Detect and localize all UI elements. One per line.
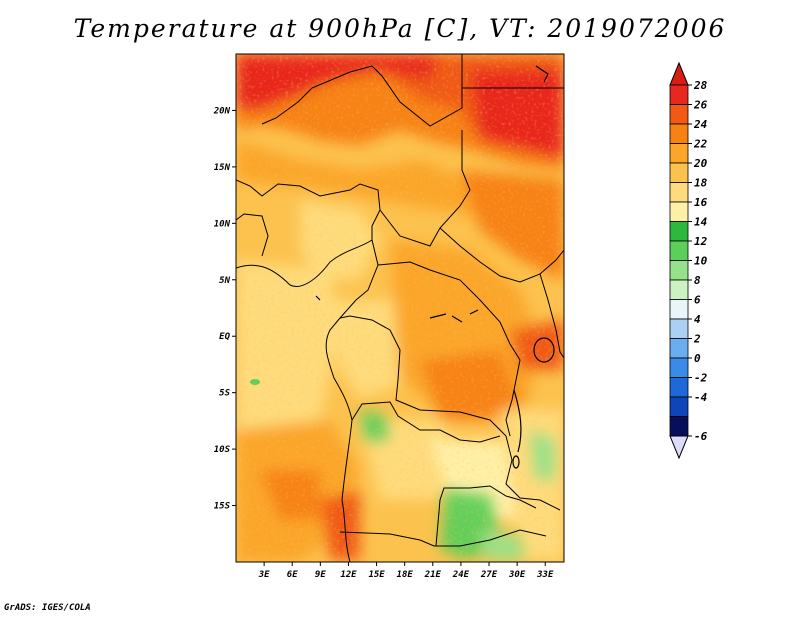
colorbar-label: -4 bbox=[694, 391, 708, 404]
colorbar-swatch bbox=[669, 377, 689, 398]
colorbar-swatch bbox=[669, 201, 689, 222]
colorbar-label: 26 bbox=[693, 99, 708, 112]
colorbar-label: -2 bbox=[694, 372, 708, 385]
longitude-axis: 3E 6E 9E 12E 15E 18E 21E 24E 27E 30E 33E bbox=[258, 562, 554, 580]
colorbar-swatch bbox=[669, 416, 689, 437]
lon-tick-label: 18E bbox=[397, 570, 414, 580]
colorbar-swatch bbox=[669, 299, 689, 320]
colorbar-bottom-arrow bbox=[669, 435, 689, 460]
colorbar-swatch bbox=[669, 240, 689, 261]
lon-tick-label: 9E bbox=[315, 570, 326, 580]
colorbar-swatch bbox=[669, 123, 689, 144]
lat-tick-label: 5S bbox=[219, 389, 230, 399]
colorbar-swatch bbox=[669, 84, 689, 105]
lat-tick-label: 20N bbox=[213, 106, 231, 116]
colorbar-swatch bbox=[669, 396, 689, 417]
colorbar-swatch bbox=[669, 279, 689, 300]
lat-tick-label: 10S bbox=[214, 445, 231, 455]
colorbar-top-arrow bbox=[669, 61, 689, 86]
colorbar-label: 18 bbox=[694, 177, 708, 190]
colorbar-label: 2 bbox=[693, 333, 701, 346]
colorbar-label: 14 bbox=[694, 216, 708, 229]
lon-tick-label: 21E bbox=[424, 570, 442, 580]
colorbar-swatch bbox=[669, 104, 689, 125]
latitude-axis: 20N 15N 10N 5N EQ 5S 10S 15S bbox=[213, 106, 236, 512]
colorbar-label: 10 bbox=[694, 255, 708, 268]
lon-tick-label: 15E bbox=[368, 570, 385, 580]
country-borders bbox=[236, 54, 564, 562]
lon-tick-label: 30E bbox=[508, 570, 526, 580]
plot-frame bbox=[235, 53, 565, 563]
lon-tick-label: 33E bbox=[536, 570, 554, 580]
credit-label: GrADS: IGES/COLA bbox=[4, 603, 91, 613]
lat-tick-label: 5N bbox=[219, 276, 230, 286]
colorbar-swatch bbox=[669, 260, 689, 281]
lon-tick-label: 3E bbox=[258, 570, 270, 580]
colorbar-label: 22 bbox=[693, 138, 708, 151]
colorbar-swatch bbox=[669, 143, 689, 164]
colorbar-swatch bbox=[669, 318, 689, 339]
lake-outlines bbox=[315, 65, 555, 469]
lat-tick-label: EQ bbox=[219, 332, 230, 342]
colorbar-swatch bbox=[669, 162, 689, 183]
temperature-field bbox=[236, 54, 564, 562]
page-title: Temperature at 900hPa [C], VT: 201907200… bbox=[73, 14, 727, 43]
lon-tick-label: 6E bbox=[287, 570, 298, 580]
colorbar-label: 8 bbox=[694, 274, 701, 287]
colorbar-label: 0 bbox=[694, 352, 701, 365]
lat-tick-label: 15S bbox=[214, 502, 231, 512]
lat-tick-label: 10N bbox=[214, 219, 231, 229]
colorbar-label: 20 bbox=[693, 157, 708, 170]
lat-tick-label: 15N bbox=[214, 163, 231, 173]
colorbar-label: 12 bbox=[694, 235, 708, 248]
colorbar-swatch bbox=[669, 338, 689, 359]
lon-tick-label: 27E bbox=[480, 570, 498, 580]
colorbar-label: -6 bbox=[694, 430, 708, 443]
colorbar-label: 16 bbox=[694, 196, 708, 209]
colorbar-swatch bbox=[669, 221, 689, 242]
colorbar-swatch bbox=[669, 357, 689, 378]
lon-tick-label: 12E bbox=[340, 570, 357, 580]
colorbar-label: 28 bbox=[693, 79, 708, 92]
colorbar-label: 6 bbox=[694, 294, 701, 307]
colorbar-swatch bbox=[669, 182, 689, 203]
lon-tick-label: 24E bbox=[452, 570, 470, 580]
colorbar-label: 24 bbox=[693, 118, 708, 131]
colorbar-label: 4 bbox=[694, 313, 701, 326]
